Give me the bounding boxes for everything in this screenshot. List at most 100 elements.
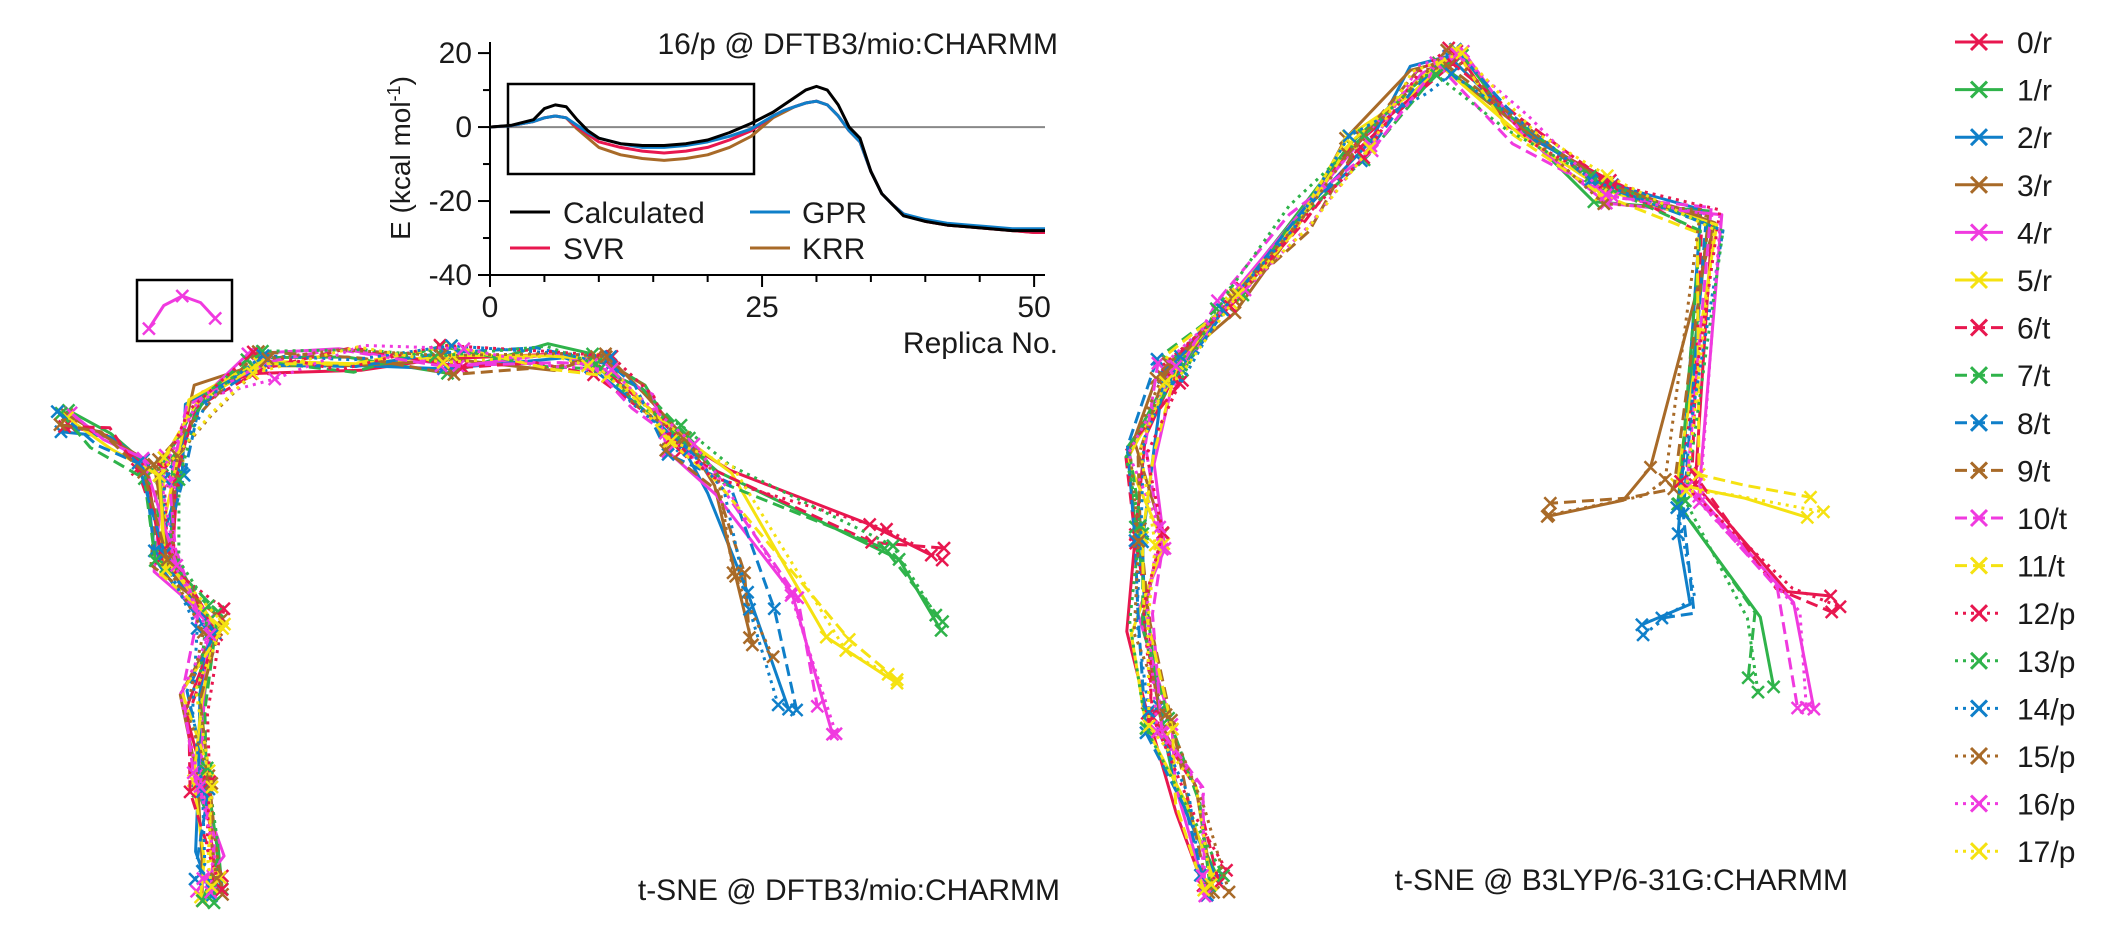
tsne-marker: [810, 699, 825, 714]
inset-y-tick-label: -40: [429, 259, 472, 292]
tsne-marker: [215, 882, 229, 897]
tsne-marker: [1692, 495, 1707, 510]
tsne-marker: [658, 443, 673, 458]
tsne-marker: [767, 601, 782, 616]
tsne-marker: [1165, 722, 1180, 736]
tsne-marker: [267, 372, 282, 386]
tsne-marker: [1141, 704, 1156, 719]
tsne-marker: [1606, 190, 1621, 205]
legend-item: 15/p: [1955, 741, 2075, 774]
tsne-marker: [745, 638, 760, 652]
legend-label: 9/t: [2017, 455, 2051, 488]
tsne-left-trace: [59, 423, 169, 561]
legend-marker: [1969, 270, 1989, 290]
tsne-marker: [1204, 877, 1219, 892]
tsne-marker: [1150, 724, 1165, 739]
tsne-marker: [252, 356, 267, 371]
legend-marker: [1969, 128, 1989, 147]
tsne-right-trace: [1124, 73, 1760, 877]
tsne-marker: [1766, 680, 1781, 694]
tsne-left-trace: [154, 356, 791, 897]
tsne-marker: [1803, 490, 1818, 505]
tsne-marker: [1148, 538, 1163, 552]
tsne-marker: [879, 522, 894, 537]
legend-marker: [1969, 746, 1989, 766]
legend-item: 12/p: [1955, 598, 2075, 631]
tsne-marker: [737, 566, 752, 580]
inset-y-tick-label: 20: [439, 37, 472, 70]
tsne-marker: [193, 779, 207, 794]
tsne-left-trace: [147, 294, 217, 330]
tsne-marker: [186, 765, 201, 780]
tsne-marker: [245, 366, 260, 381]
tsne-left-trace: [177, 344, 938, 903]
tsne-marker: [1599, 188, 1613, 202]
tsne-marker: [604, 362, 619, 377]
tsne-marker: [1669, 500, 1684, 515]
tsne-marker: [261, 352, 275, 366]
tsne-left-trace: [149, 350, 751, 895]
tsne-marker: [1342, 129, 1356, 143]
legend-label: 0/r: [2017, 27, 2052, 60]
tsne-left-trace: [153, 344, 944, 902]
tsne-marker: [183, 785, 197, 799]
tsne-marker: [1658, 472, 1673, 487]
legend-item: 0/r: [1955, 27, 2052, 60]
inset-y-tick-label: 0: [455, 111, 472, 144]
legend-label: 6/t: [2017, 313, 2051, 346]
tsne-marker: [175, 289, 190, 303]
tsne-left-trace: [66, 413, 173, 563]
inset-ticks: 20 0 -20 -40 0 25 50: [429, 37, 1051, 324]
tsne-marker: [862, 517, 877, 532]
legend-item: 2/r: [1955, 122, 2052, 155]
legend-label: 15/p: [2017, 741, 2075, 774]
tsne-marker: [190, 621, 205, 636]
legend-label-krr: KRR: [802, 233, 865, 266]
legend-label: 14/p: [2017, 693, 2075, 726]
tsne-left-trace: [168, 348, 775, 880]
legend-marker: [1969, 699, 1989, 718]
legend-item: 5/r: [1955, 265, 2052, 298]
legend-label: 5/r: [2017, 265, 2052, 298]
tsne-marker: [1643, 460, 1658, 475]
inset-x-label: Replica No.: [903, 327, 1058, 360]
legend-label: 11/t: [2017, 551, 2065, 584]
legend-item: 1/r: [1955, 75, 2052, 108]
tsne-marker: [1679, 484, 1693, 498]
legend-marker: [1969, 80, 1989, 99]
tsne-marker: [1823, 589, 1838, 603]
tsne-right-trace: [1138, 51, 1824, 885]
tsne-marker: [784, 588, 798, 603]
tsne-marker: [1223, 299, 1238, 314]
legend-label: 1/r: [2017, 75, 2052, 108]
tsne-marker: [1159, 707, 1173, 722]
legend-item: 16/p: [1955, 789, 2075, 822]
inset-x-tick-label: 0: [482, 291, 499, 324]
legend-marker: [1969, 604, 1989, 623]
tsne-dftb3-panel: [50, 289, 951, 910]
tsne-marker: [204, 776, 219, 791]
tsne-marker: [436, 355, 451, 370]
tsne-marker: [1671, 526, 1686, 541]
tsne-marker: [53, 417, 67, 432]
inset-series-lines: [489, 84, 1045, 234]
highlight-box-inset: [506, 82, 756, 176]
inset-x-tick-label: 25: [745, 291, 778, 324]
tsne-marker: [1150, 352, 1164, 367]
tsne-right-trace: [1126, 61, 1757, 886]
legend-label: 4/r: [2017, 217, 2052, 250]
tsne-marker: [819, 630, 834, 644]
tsne-marker: [1583, 169, 1598, 183]
tsne-marker: [877, 541, 892, 556]
tsne-marker: [207, 895, 221, 910]
tsne-marker: [881, 667, 896, 682]
tsne-marker: [789, 703, 804, 717]
tsne-left-trace: [172, 346, 945, 877]
tsne-marker: [203, 627, 217, 642]
tsne-marker: [152, 468, 167, 483]
tsne-marker: [50, 404, 65, 419]
legend-label: 2/r: [2017, 122, 2052, 155]
tsne-marker: [1173, 349, 1188, 364]
tsne-marker: [1816, 505, 1831, 519]
tsne-marker: [742, 602, 757, 617]
